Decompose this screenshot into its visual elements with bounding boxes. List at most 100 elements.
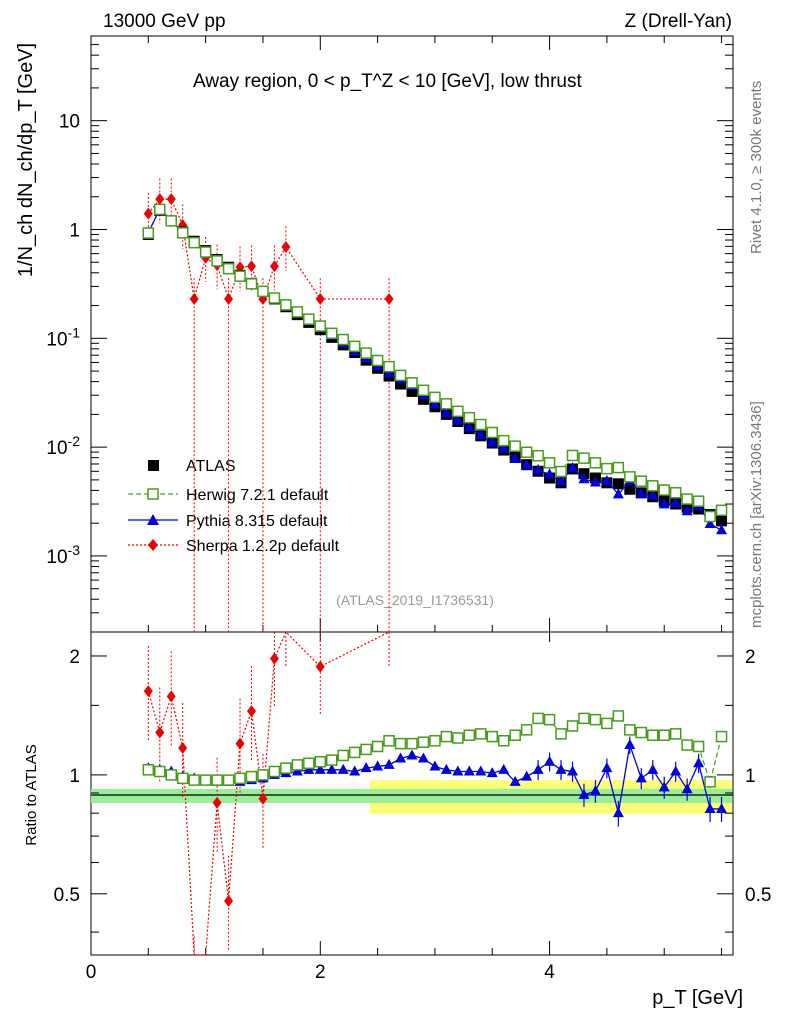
legend-pythia-label: Pythia 8.315 default <box>186 513 328 530</box>
pythia-point <box>635 487 647 498</box>
herwig-ratio-point <box>165 769 177 781</box>
herwig-point <box>669 486 682 499</box>
pythia-ratio-point <box>509 775 521 786</box>
atlas-point <box>716 515 728 527</box>
herwig-point <box>245 278 258 290</box>
pythia-ratio-point <box>521 770 533 781</box>
herwig-ratio-point <box>314 755 327 768</box>
pythia-point <box>532 463 544 474</box>
rivet-version-label: Rivet 4.1.0, ≥ 300k events <box>748 81 765 254</box>
sherpa-ratio-point <box>155 726 165 739</box>
header-process: Z (Drell-Yan) <box>625 11 732 32</box>
herwig-ratio-point <box>440 730 453 743</box>
herwig-point <box>647 480 659 492</box>
legend-atlas-marker <box>148 460 159 471</box>
sherpa-ratio-point <box>224 894 234 907</box>
herwig-ratio-point <box>326 754 338 766</box>
herwig-point <box>199 246 212 258</box>
pythia-ratio-point <box>704 802 716 813</box>
herwig-ratio-point <box>589 713 602 726</box>
herwig-point <box>475 418 487 431</box>
sherpa-point <box>315 292 325 305</box>
herwig-point <box>326 327 338 340</box>
pythia-point <box>452 414 464 425</box>
herwig-point <box>509 440 521 452</box>
pythia-point <box>509 453 521 464</box>
herwig-ratio-point <box>176 772 189 785</box>
sherpa-point <box>281 241 291 254</box>
pythia-ratio-point <box>544 755 556 766</box>
herwig-point <box>268 292 281 304</box>
pythia-point <box>544 468 556 479</box>
pythia-point <box>429 398 441 409</box>
sherpa-ratio-point <box>166 690 176 703</box>
pythia-ratio-point <box>406 749 418 760</box>
herwig-ratio-point <box>280 762 292 774</box>
herwig-point <box>440 398 453 410</box>
herwig-point <box>692 495 705 507</box>
herwig-point <box>211 255 223 267</box>
herwig-ratio-point <box>486 730 498 743</box>
sherpa-point <box>247 260 256 273</box>
herwig-ratio-point <box>303 757 315 770</box>
sherpa-line <box>147 198 390 301</box>
sherpa-ratio-point <box>258 792 268 805</box>
herwig-ratio-point <box>681 739 693 751</box>
sherpa-ratio-point <box>178 741 188 754</box>
pythia-ratio-point <box>475 765 487 776</box>
herwig-ratio-point <box>417 736 430 748</box>
sherpa-point <box>189 292 199 305</box>
herwig-point <box>532 449 544 462</box>
herwig-ratio-point <box>452 732 464 744</box>
y-tick-label: 10-1 <box>46 324 80 350</box>
atlas-point <box>624 483 636 495</box>
herwig-point <box>555 465 567 478</box>
pythia-ratio-point <box>463 765 475 776</box>
herwig-point <box>383 360 395 373</box>
herwig-point <box>520 446 533 459</box>
herwig-point <box>165 215 177 227</box>
pythia-ratio-point <box>383 758 395 769</box>
x-tick-label: 0 <box>86 962 97 983</box>
herwig-point <box>681 493 693 505</box>
herwig-point <box>452 405 464 418</box>
pythia-ratio-point <box>555 763 567 774</box>
sherpa-point <box>269 260 279 273</box>
herwig-ratio-point <box>647 729 659 741</box>
herwig-ratio-point <box>291 759 304 771</box>
herwig-point <box>234 270 246 282</box>
herwig-ratio-point <box>612 710 625 722</box>
herwig-point <box>280 299 292 311</box>
herwig-ratio-point <box>142 764 155 776</box>
herwig-point <box>601 462 613 475</box>
herwig-point <box>589 457 602 469</box>
herwig-point <box>429 391 441 404</box>
herwig-point <box>154 203 166 216</box>
y-axis-label: 1/N_ch dN_ch/dp_T [GeV] <box>15 43 37 277</box>
herwig-ratio-point <box>394 737 407 750</box>
ratio-tick-label: 1 <box>69 766 80 787</box>
pythia-ratio-point <box>589 785 601 796</box>
herwig-point <box>624 471 636 483</box>
sherpa-ratio-line <box>147 630 390 956</box>
header-energy: 13000 GeV pp <box>103 11 226 32</box>
pythia-point <box>463 421 475 432</box>
pythia-ratio-point <box>567 765 578 776</box>
ratio-tick-label: 2 <box>69 647 80 668</box>
pythia-ratio-point <box>337 763 349 774</box>
pythia-point <box>555 475 567 486</box>
x-axis-label: p_T [GeV] <box>652 987 743 1009</box>
sherpa-ratio-point <box>212 796 222 809</box>
pythia-point <box>567 462 578 473</box>
pythia-ratio-point <box>486 767 498 778</box>
pythia-ratio-point <box>498 763 510 774</box>
herwig-ratio-point <box>715 730 728 743</box>
sherpa-point <box>224 292 234 305</box>
herwig-ratio-point <box>337 749 349 762</box>
sherpa-ratio-point <box>269 652 279 665</box>
pythia-point <box>612 488 624 499</box>
herwig-ratio-point <box>360 743 372 756</box>
pythia-point <box>658 498 670 509</box>
herwig-ratio-point <box>268 765 281 778</box>
ratio-axis-label: Ratio to ATLAS <box>23 744 40 845</box>
